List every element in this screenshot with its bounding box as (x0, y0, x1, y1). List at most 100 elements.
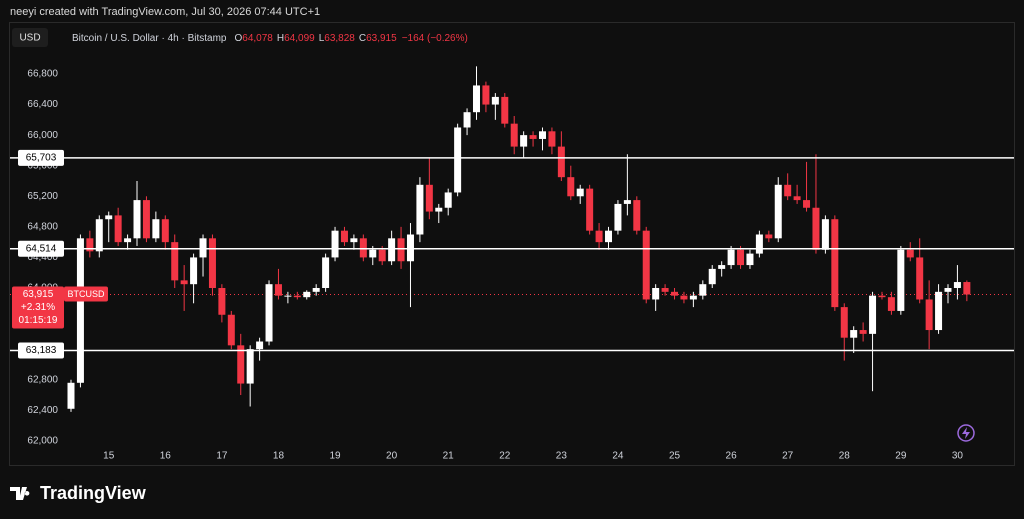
y-tick-label: 66,800 (27, 69, 58, 80)
candle-body (906, 249, 914, 258)
y-tick-label: 62,800 (27, 374, 58, 385)
candle-body (303, 291, 311, 298)
y-tick-label: 62,000 (27, 436, 58, 447)
candle-body (425, 184, 433, 212)
candle-body (293, 295, 301, 298)
candle-body (86, 238, 94, 252)
x-tick-label: 16 (160, 451, 172, 462)
credit: neeyi created with TradingView.com, Jul … (10, 6, 320, 18)
logo-glyph (10, 487, 30, 500)
candle-body (576, 188, 584, 197)
legend-key: C (359, 33, 366, 44)
candle-body (548, 131, 556, 147)
quick-action-icon[interactable] (957, 424, 975, 442)
candle-body (765, 234, 773, 239)
candle-body (935, 291, 943, 331)
candle-body (256, 341, 264, 350)
candle-body (463, 112, 471, 128)
candle-body (803, 200, 811, 208)
candle-body (114, 215, 122, 243)
candle-body (963, 282, 971, 295)
candle-body (208, 238, 216, 289)
candle-body (161, 219, 169, 243)
candle-body (671, 291, 679, 296)
legend-value: 63,915 (366, 33, 397, 44)
candle-body (953, 282, 961, 289)
legend-key: O (235, 33, 243, 44)
candle-body (652, 288, 660, 300)
candle-body (76, 238, 84, 383)
candle-body (369, 249, 377, 258)
candle-body (388, 238, 396, 262)
candle-body (539, 131, 546, 139)
candle-body (95, 219, 103, 252)
x-tick-label: 19 (329, 451, 341, 462)
y-tick-label: 66,400 (27, 99, 58, 110)
price-badge-value: 63,915 (23, 289, 54, 300)
candle-body (142, 200, 150, 239)
candle-body (435, 207, 443, 212)
candle-body (378, 249, 386, 262)
candle-body (444, 192, 452, 208)
candle-body (784, 184, 792, 197)
legend-value: 64,099 (284, 33, 315, 44)
candle-body (699, 284, 707, 296)
candle-body (689, 295, 697, 300)
candle-body (887, 297, 895, 311)
candle-body (737, 249, 745, 266)
x-tick-label: 26 (726, 451, 738, 462)
x-tick-label: 29 (895, 451, 907, 462)
candle-body (171, 242, 179, 281)
plot-area: 62,00062,40062,80063,20063,60064,00064,4… (10, 66, 1014, 462)
x-tick-label: 24 (612, 451, 624, 462)
candle-body (246, 349, 254, 384)
currency-box (12, 28, 48, 47)
candle-body (944, 288, 952, 292)
candle-body (614, 203, 622, 231)
candle-body (925, 299, 933, 331)
candle-body (190, 257, 198, 285)
brand-logo (10, 487, 30, 500)
candle-body (180, 280, 188, 285)
legend-key: H (277, 33, 284, 44)
candle-body (897, 249, 905, 311)
level-label-box (18, 240, 64, 257)
legend-change: −164 (−0.26%) (402, 33, 468, 44)
level-label: 64,514 (26, 243, 57, 254)
candle-body (199, 238, 207, 258)
x-tick-label: 30 (952, 451, 964, 462)
candle-body (322, 257, 330, 289)
y-tick-label: 65,200 (27, 191, 58, 202)
level-label: 65,703 (26, 152, 57, 163)
candle-body (105, 215, 113, 220)
candle-body (359, 238, 367, 258)
candle-body (397, 238, 405, 262)
legend: Bitcoin / U.S. Dollar · 4h · Bitstamp O64… (72, 33, 468, 44)
candle-body (793, 196, 801, 201)
candle-body (482, 85, 490, 105)
candle-body (567, 177, 575, 197)
x-tick-label: 15 (103, 451, 115, 462)
candle-body (133, 200, 141, 239)
x-tick-label: 20 (386, 451, 398, 462)
candle-body (755, 234, 763, 254)
symbol-badge-text: BTCUSD (67, 289, 105, 299)
x-tick-label: 27 (782, 451, 794, 462)
price-badge-change: +2.31% (21, 302, 55, 313)
candle-body (605, 230, 613, 243)
candle-body (152, 219, 160, 239)
candle-body (510, 123, 518, 147)
candle-body (501, 96, 509, 124)
candle-body (727, 249, 735, 266)
candle-body (227, 314, 235, 346)
legend-key: L (319, 33, 325, 44)
x-tick-label: 22 (499, 451, 511, 462)
candle-body (774, 184, 782, 239)
candle-body (529, 135, 537, 139)
candle-body (869, 295, 877, 334)
level-label-box (18, 342, 64, 359)
candle-body (916, 257, 924, 300)
candle-body (718, 265, 726, 269)
currency: USD (19, 33, 40, 44)
